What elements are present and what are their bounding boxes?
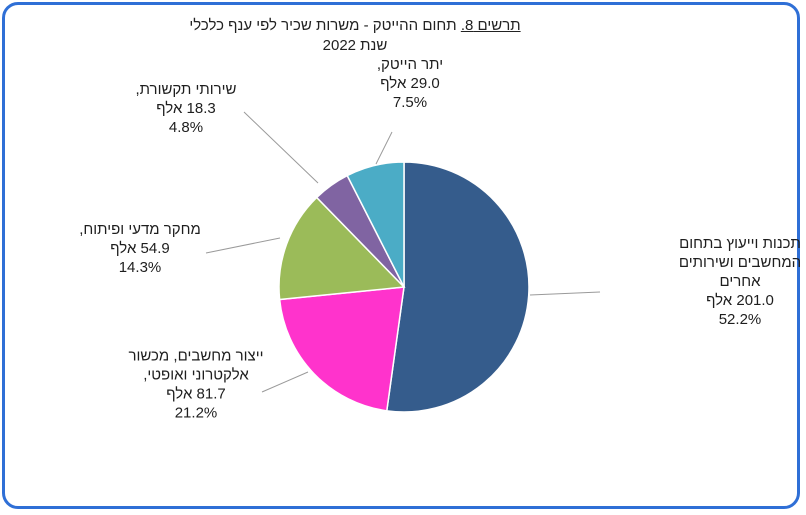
slice-percent-label: 14.3% xyxy=(119,259,162,276)
title-text: תחום ההייטק - משרות שכיר לפי ענף כלכלי xyxy=(189,17,461,34)
slice-percent-label: 52.2% xyxy=(719,311,762,328)
chart-title: תרשים 8. תחום ההייטק - משרות שכיר לפי ענ… xyxy=(160,16,550,36)
slice-category-label: המחשבים ושירותים xyxy=(679,254,801,271)
leader-line xyxy=(205,237,281,254)
pie-slice xyxy=(346,161,405,288)
slice-category-label: ייצור מחשבים, מכשור xyxy=(129,348,264,365)
slice-percent-label: 21.2% xyxy=(175,405,218,422)
slice-label: תכנות וייעוץ בתחום המחשבים ושירותים אחרים 2… xyxy=(679,235,801,328)
slice-value-label: 29.0 אלף xyxy=(380,75,439,92)
slice-labels: תכנות וייעוץ בתחום המחשבים ושירותים אחרים 2… xyxy=(79,56,801,422)
figure-label: תרשים 8. xyxy=(460,17,521,34)
slice-category-label: יתר הייטק, xyxy=(377,56,443,73)
leader-lines xyxy=(205,111,601,393)
slice-value-label: 54.9 אלף xyxy=(110,240,169,257)
slice-value-label: 81.7 אלף xyxy=(166,386,225,403)
pie-slice xyxy=(278,286,405,412)
slice-label: שירותי תקשורת, 18.3 אלף 4.8% xyxy=(135,81,236,136)
slice-value-label: 201.0 אלף xyxy=(706,292,774,309)
slice-value-label: 18.3 אלף xyxy=(156,100,215,117)
slice-label: ייצור מחשבים, מכשור אלקטרוני ואופטי, 81.7 … xyxy=(129,348,264,422)
slice-percent-label: 4.8% xyxy=(169,119,203,136)
slice-category-label: תכנות וייעוץ בתחום xyxy=(679,235,801,252)
pie-slices xyxy=(278,161,530,413)
slice-category-label: מחקר מדעי ופיתוח, xyxy=(79,221,201,238)
slice-label: מחקר מדעי ופיתוח, 54.9 אלף 14.3% xyxy=(79,221,201,276)
leader-line xyxy=(261,371,309,393)
pie-slice xyxy=(385,161,530,413)
leader-line xyxy=(529,291,601,296)
leader-line xyxy=(375,131,393,165)
pie-slice xyxy=(278,196,406,301)
slice-category-label: שירותי תקשורת, xyxy=(135,81,236,98)
slice-category-label: אחרים xyxy=(719,273,761,290)
chart-subtitle: שנת 2022 xyxy=(322,37,388,54)
chart-title-block: תרשים 8. תחום ההייטק - משרות שכיר לפי ענ… xyxy=(160,16,550,56)
slice-category-label: אלקטרוני ואופטי, xyxy=(143,367,249,384)
leader-line xyxy=(243,111,319,184)
slice-label: יתר הייטק, 29.0 אלף 7.5% xyxy=(377,56,443,111)
slice-percent-label: 7.5% xyxy=(393,94,427,111)
